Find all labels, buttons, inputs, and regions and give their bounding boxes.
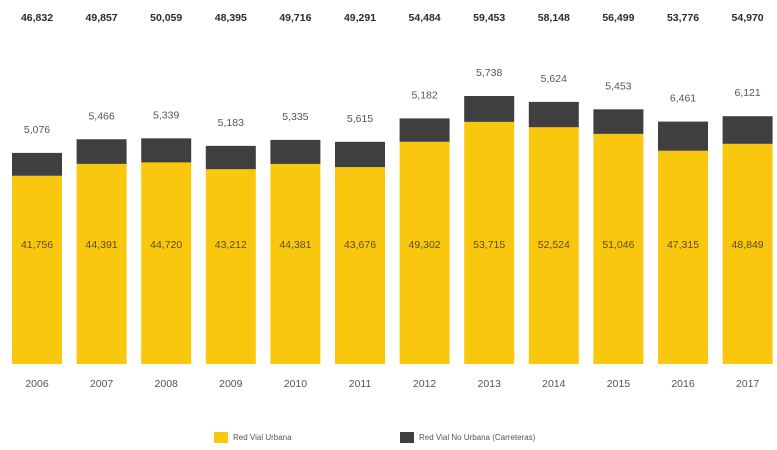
data-label-no-urbana-2016: 6,461 bbox=[670, 93, 696, 105]
bar-urbana-2014 bbox=[528, 127, 579, 364]
bar-urbana-2012 bbox=[399, 141, 450, 364]
bar-no-urbana-2010 bbox=[270, 139, 321, 164]
x-tick-label-2009: 2009 bbox=[219, 378, 243, 390]
data-label-urbana-2007: 44,391 bbox=[86, 239, 118, 251]
total-label-2012: 54,484 bbox=[409, 12, 441, 24]
legend: Red Vial Urbana Red Vial No Urbana (Carr… bbox=[0, 430, 777, 448]
bar-no-urbana-2008 bbox=[141, 138, 192, 163]
data-label-urbana-2009: 43,212 bbox=[215, 239, 247, 251]
bar-no-urbana-2015 bbox=[593, 109, 644, 134]
data-label-urbana-2017: 48,849 bbox=[732, 239, 764, 251]
data-label-no-urbana-2009: 5,183 bbox=[218, 117, 244, 129]
total-label-2013: 59,453 bbox=[473, 12, 505, 24]
x-tick-label-2012: 2012 bbox=[413, 378, 437, 390]
total-label-2017: 54,970 bbox=[732, 12, 764, 24]
bar-urbana-2011 bbox=[335, 167, 385, 364]
bar-urbana-2009 bbox=[205, 169, 256, 364]
data-label-urbana-2008: 44,720 bbox=[150, 239, 182, 251]
data-label-no-urbana-2017: 6,121 bbox=[734, 87, 760, 99]
x-tick-label-2007: 2007 bbox=[90, 378, 114, 390]
data-label-no-urbana-2015: 5,453 bbox=[605, 80, 631, 92]
bar-urbana-2017 bbox=[722, 143, 773, 364]
bar-urbana-2013 bbox=[464, 121, 515, 364]
x-tick-label-2010: 2010 bbox=[284, 378, 308, 390]
total-label-2010: 49,716 bbox=[279, 12, 311, 24]
x-tick-label-2015: 2015 bbox=[607, 378, 631, 390]
legend-item-no-urbana: Red Vial No Urbana (Carreteras) bbox=[400, 432, 535, 443]
bar-urbana-2015 bbox=[593, 133, 644, 364]
x-tick-label-2017: 2017 bbox=[736, 378, 760, 390]
data-label-urbana-2006: 41,756 bbox=[21, 239, 53, 251]
legend-swatch-no-urbana bbox=[400, 432, 414, 443]
total-label-2006: 46,832 bbox=[21, 12, 53, 24]
data-label-no-urbana-2012: 5,182 bbox=[411, 89, 437, 101]
legend-item-urbana: Red Vial Urbana bbox=[214, 432, 292, 443]
legend-swatch-urbana bbox=[214, 432, 228, 443]
bar-urbana-2010 bbox=[270, 163, 321, 364]
data-label-no-urbana-2007: 5,466 bbox=[88, 110, 114, 122]
bar-no-urbana-2017 bbox=[722, 116, 773, 144]
total-label-2015: 56,499 bbox=[602, 12, 634, 24]
bar-no-urbana-2007 bbox=[76, 139, 127, 164]
data-label-urbana-2014: 52,524 bbox=[538, 239, 570, 251]
data-label-urbana-2011: 43,676 bbox=[344, 239, 376, 251]
bar-no-urbana-2009 bbox=[205, 145, 256, 170]
total-label-2014: 58,148 bbox=[538, 12, 570, 24]
x-tick-label-2011: 2011 bbox=[349, 378, 372, 390]
data-label-no-urbana-2010: 5,335 bbox=[282, 111, 308, 123]
bar-urbana-2008 bbox=[141, 162, 192, 364]
bar-no-urbana-2011 bbox=[335, 141, 385, 168]
data-label-no-urbana-2011: 5,615 bbox=[347, 113, 373, 125]
bar-urbana-2016 bbox=[658, 150, 708, 364]
x-tick-label-2008: 2008 bbox=[155, 378, 179, 390]
legend-label-no-urbana: Red Vial No Urbana (Carreteras) bbox=[419, 433, 536, 442]
bar-no-urbana-2012 bbox=[399, 118, 450, 142]
bar-no-urbana-2013 bbox=[464, 96, 515, 122]
total-label-2007: 49,857 bbox=[86, 12, 118, 24]
bar-urbana-2006 bbox=[12, 175, 62, 364]
data-label-urbana-2012: 49,302 bbox=[409, 239, 441, 251]
bar-no-urbana-2014 bbox=[528, 101, 579, 128]
data-label-urbana-2015: 51,046 bbox=[602, 239, 634, 251]
data-label-urbana-2010: 44,381 bbox=[279, 239, 311, 251]
total-label-2009: 48,395 bbox=[215, 12, 247, 24]
x-tick-label-2013: 2013 bbox=[478, 378, 502, 390]
bar-no-urbana-2016 bbox=[658, 121, 708, 151]
x-tick-label-2016: 2016 bbox=[671, 378, 695, 390]
x-tick-label-2006: 2006 bbox=[25, 378, 49, 390]
total-label-2011: 49,291 bbox=[344, 12, 376, 24]
total-label-2008: 50,059 bbox=[150, 12, 182, 24]
bar-no-urbana-2006 bbox=[12, 152, 62, 176]
x-tick-label-2014: 2014 bbox=[542, 378, 566, 390]
data-label-no-urbana-2014: 5,624 bbox=[541, 73, 567, 85]
data-label-no-urbana-2008: 5,339 bbox=[153, 109, 179, 121]
data-label-urbana-2013: 53,715 bbox=[473, 239, 505, 251]
data-label-no-urbana-2013: 5,738 bbox=[476, 67, 502, 79]
legend-label-urbana: Red Vial Urbana bbox=[233, 433, 292, 442]
data-label-no-urbana-2006: 5,076 bbox=[24, 124, 50, 136]
total-label-2016: 53,776 bbox=[667, 12, 699, 24]
bar-urbana-2007 bbox=[76, 163, 127, 364]
data-label-urbana-2016: 47,315 bbox=[667, 239, 699, 251]
